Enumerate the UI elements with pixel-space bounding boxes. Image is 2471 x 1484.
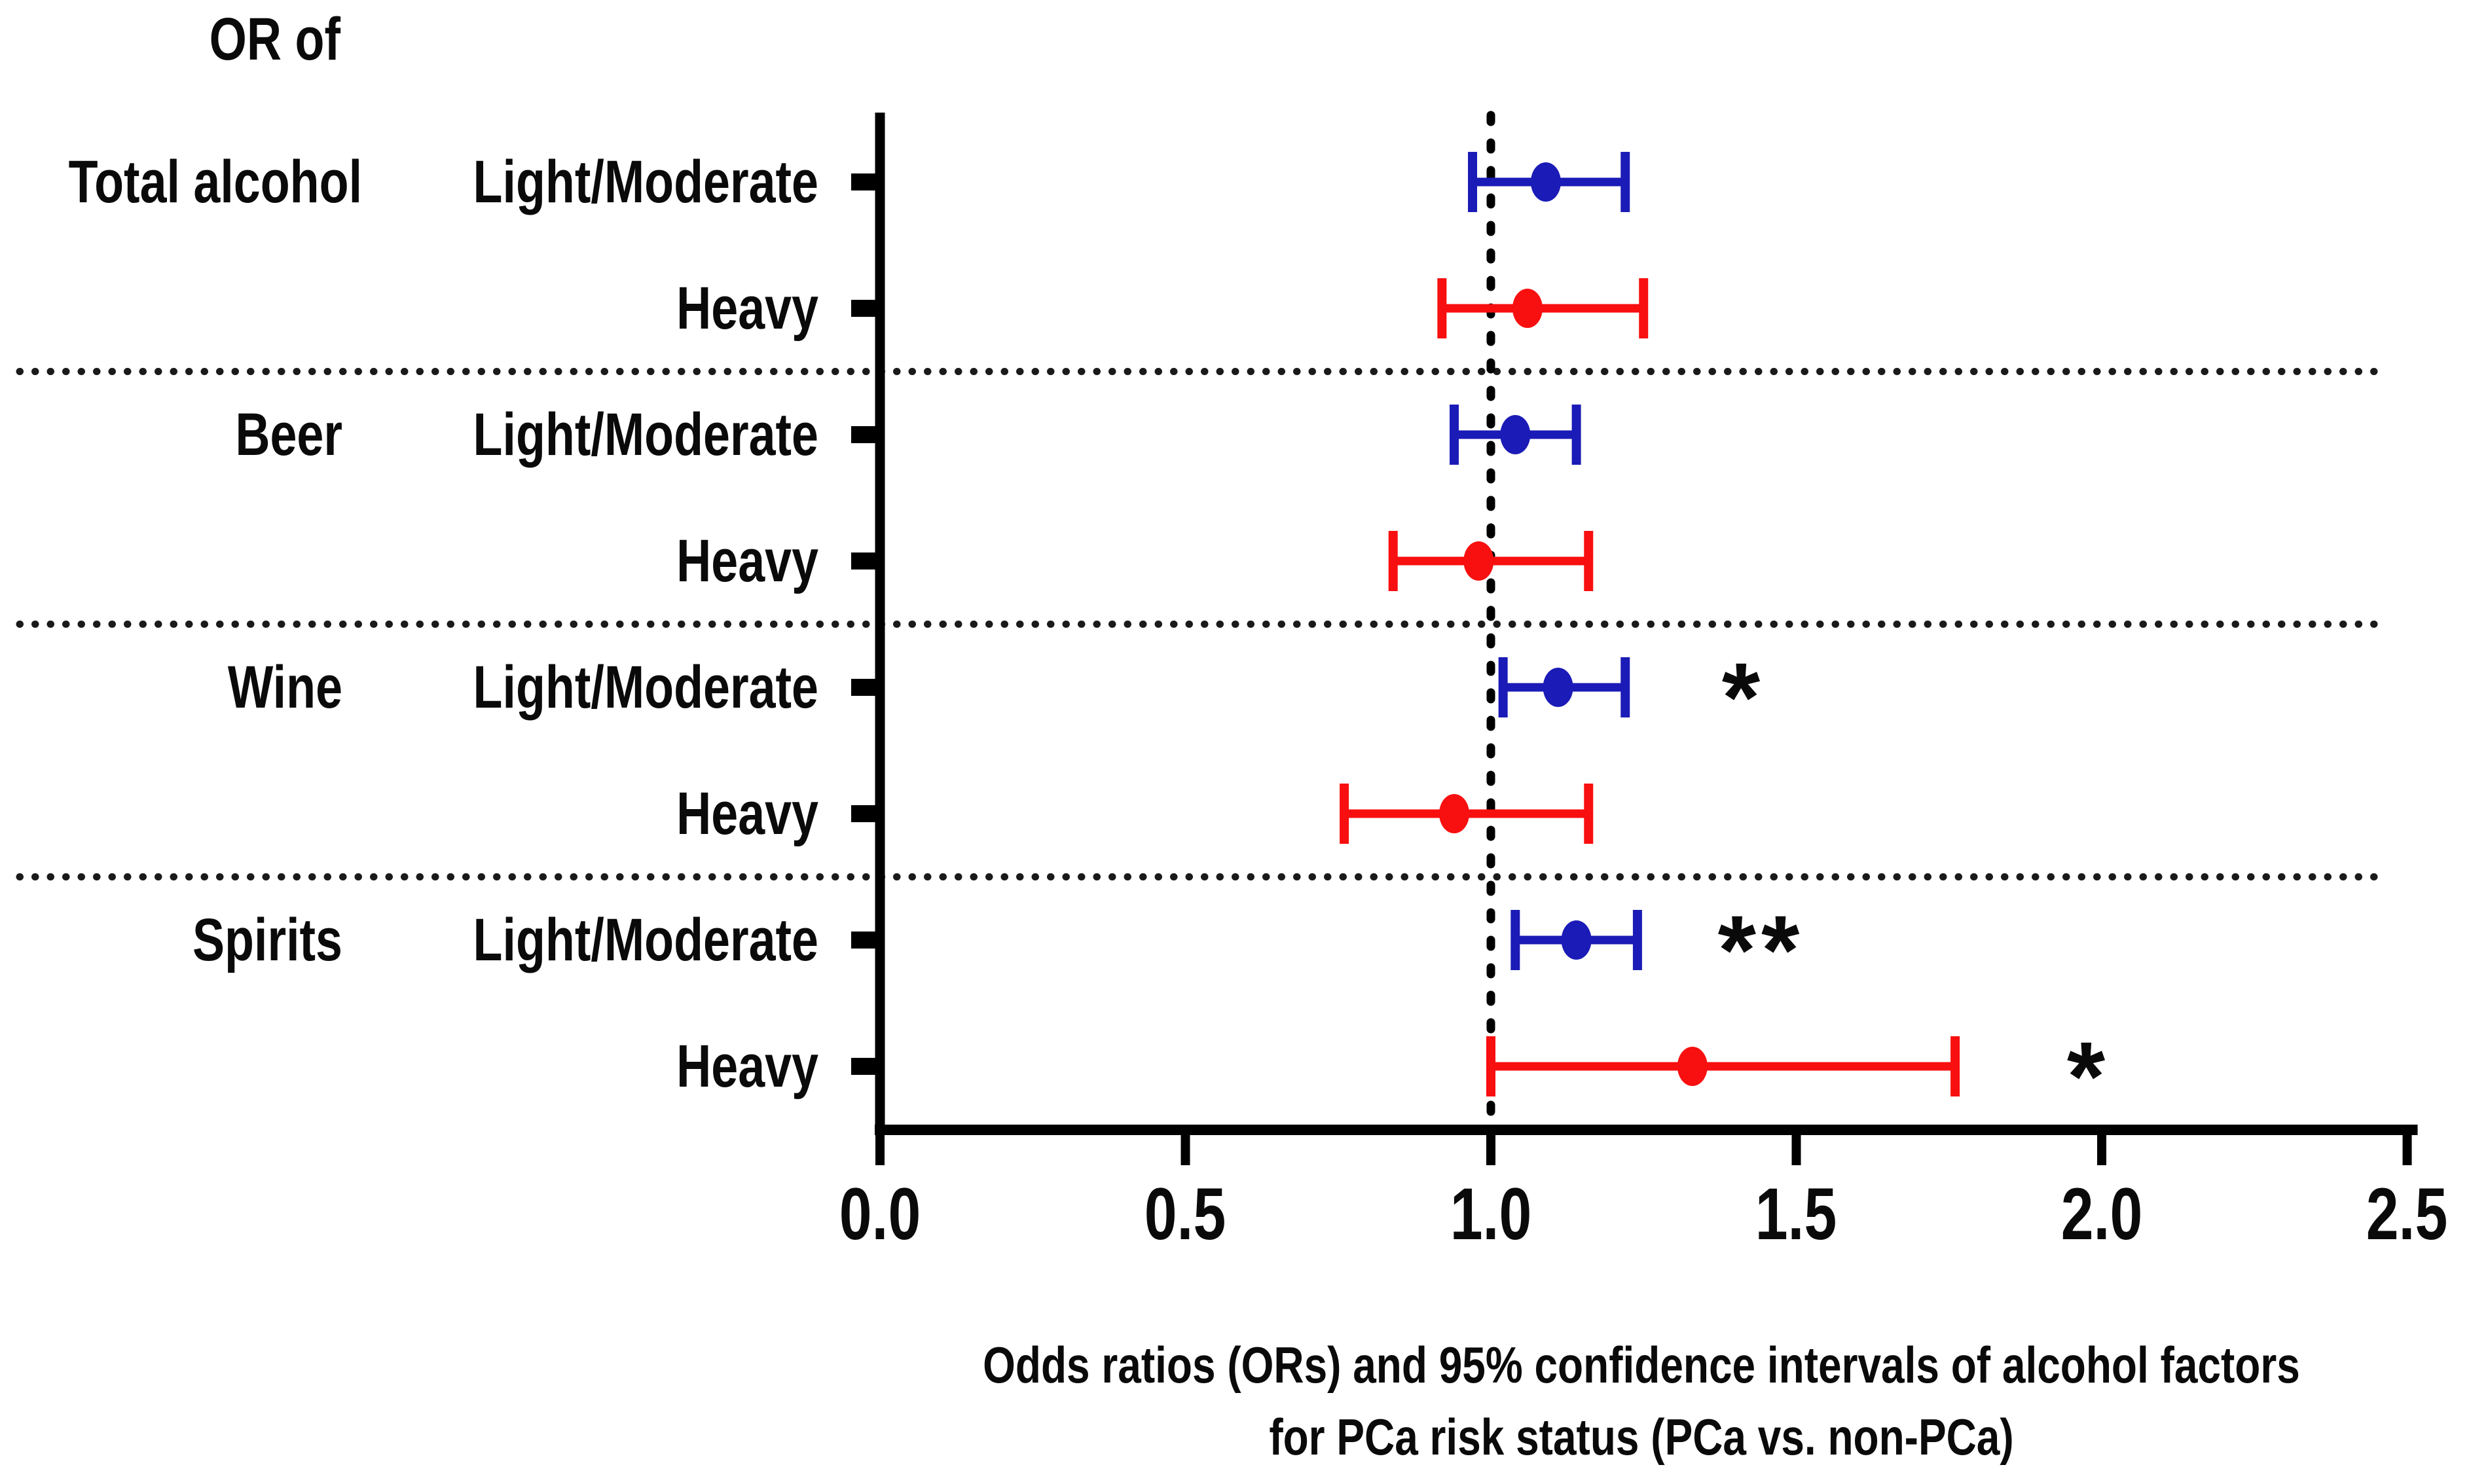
group-label-beer: Beer [235, 401, 342, 468]
x-tick-label-2: 1.0 [1450, 1173, 1532, 1255]
caption-line-2: for PCa risk status (PCa vs. non-PCa) [1269, 1408, 2014, 1466]
or-marker-row-4 [1543, 668, 1573, 707]
caption-line-1: Odds ratios (ORs) and 95% confidence int… [983, 1336, 2300, 1394]
or-marker-row-3 [1463, 541, 1494, 581]
or-marker-row-5 [1439, 794, 1470, 833]
group-label-spirits: Spirits [192, 907, 342, 973]
or-of-header: OR of [209, 6, 340, 73]
x-tick-label-5: 2.5 [2366, 1173, 2448, 1255]
row-label-wine-light-moderate: Light/Moderate [473, 654, 818, 721]
or-marker-row-1 [1512, 289, 1543, 328]
x-tick-label-4: 2.0 [2060, 1173, 2143, 1255]
row-label-beer-heavy: Heavy [676, 528, 818, 594]
x-tick-label-0: 0.0 [839, 1173, 921, 1255]
significance-mark-spirits-heavy: * [2066, 1021, 2111, 1131]
row-label-wine-heavy: Heavy [676, 780, 818, 847]
x-tick-label-3: 1.5 [1755, 1173, 1837, 1255]
group-label-total-alcohol: Total alcohol [68, 149, 363, 215]
or-marker-row-0 [1530, 162, 1561, 202]
group-label-wine: Wine [227, 654, 342, 721]
or-marker-row-2 [1500, 415, 1531, 454]
row-label-beer-light-moderate: Light/Moderate [473, 401, 818, 468]
significance-mark-wine-light-moderate: * [1721, 642, 1766, 752]
row-label-spirits-heavy: Heavy [676, 1033, 818, 1100]
or-marker-row-6 [1561, 920, 1592, 960]
row-label-total-heavy: Heavy [676, 275, 818, 342]
or-marker-row-7 [1677, 1047, 1708, 1086]
significance-mark-spirits-light-moderate: ** [1717, 895, 1805, 1005]
x-tick-label-1: 0.5 [1144, 1173, 1226, 1255]
row-label-total-light-moderate: Light/Moderate [473, 149, 818, 215]
row-label-spirits-light-moderate: Light/Moderate [473, 907, 818, 973]
